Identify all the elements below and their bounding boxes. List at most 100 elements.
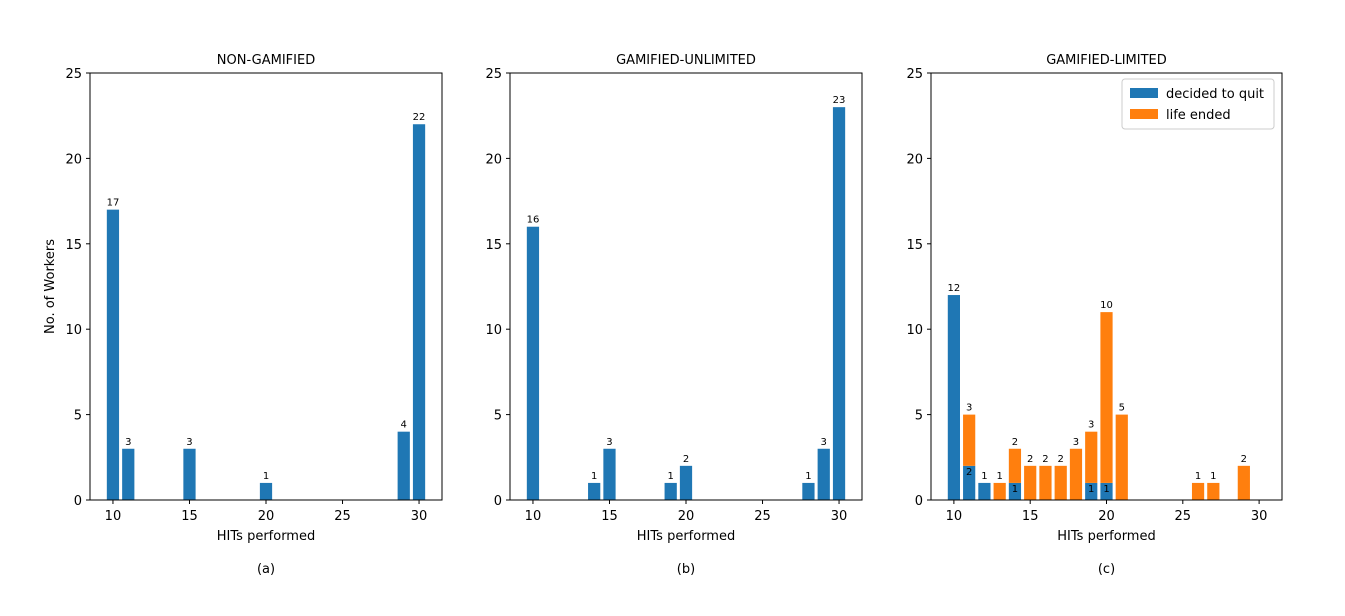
y-tick-label: 5 (74, 409, 82, 424)
legend-swatch (1130, 109, 1158, 119)
legend-box (1121, 78, 1275, 130)
legend-swatch (1130, 88, 1158, 98)
x-tick-label: 25 (334, 509, 351, 524)
panel-caption: (a) (257, 562, 275, 577)
panel-caption: (c) (1098, 562, 1115, 577)
bar (993, 482, 1006, 500)
bar-value-label: 3 (1073, 437, 1079, 448)
bar (122, 448, 135, 500)
x-tick-label: 15 (181, 509, 198, 524)
x-tick-label: 20 (258, 509, 275, 524)
bar (664, 482, 677, 500)
bar (1069, 448, 1083, 500)
bar (963, 465, 976, 500)
bar-value-label: 4 (401, 420, 407, 431)
y-tick-label: 20 (65, 152, 82, 167)
bar-value-label: 2 (1058, 454, 1064, 465)
y-tick-label: 25 (485, 67, 502, 82)
x-axis-label: HITs performed (637, 529, 735, 544)
bar-value-label: 1 (996, 471, 1002, 482)
bar-value-label: 2 (1241, 454, 1247, 465)
y-axis: 0 5 10 15 20 25 (65, 67, 90, 509)
bar-value-label: 1 (263, 471, 269, 482)
y-tick-label: 10 (906, 323, 923, 338)
bar (1207, 482, 1220, 500)
x-axis: 10 15 20 25 30 (946, 500, 1268, 524)
bar (1008, 448, 1022, 483)
bar (1100, 312, 1113, 483)
bar-value-label: 1 (1195, 471, 1201, 482)
bar (588, 482, 601, 500)
axes-frame (509, 72, 863, 501)
y-tick-label: 10 (485, 323, 502, 338)
legend-label: life ended (1166, 108, 1231, 123)
bar-value-label: 10 (1100, 300, 1113, 311)
y-tick-label: 25 (65, 67, 82, 82)
x-tick-label: 15 (1022, 509, 1039, 524)
bar (963, 414, 976, 466)
x-tick-label: 20 (1098, 509, 1115, 524)
bar-value-label: 3 (606, 437, 612, 448)
bar (1100, 482, 1113, 500)
y-tick-label: 0 (494, 494, 502, 509)
y-tick-label: 25 (906, 67, 923, 82)
y-tick-label: 5 (494, 409, 502, 424)
y-tick-label: 15 (485, 238, 502, 253)
bar-value-label: 3 (186, 437, 192, 448)
chart-title: NON-GAMIFIED (217, 53, 315, 68)
bar-value-label: 17 (107, 198, 120, 209)
chart-panel-1: 17 3 3 1 4 22 10 15 20 25 30 0 5 10 15 20 25 NON-GAMIFIED… (43, 53, 443, 577)
bar-value-label: 1 (591, 471, 597, 482)
chart-title: GAMIFIED-UNLIMITED (616, 53, 756, 68)
bar (802, 482, 815, 500)
axes-frame (89, 72, 443, 501)
bar-value-label: 2 (1012, 437, 1018, 448)
y-tick-label: 10 (65, 323, 82, 338)
x-tick-label: 20 (678, 509, 695, 524)
bar-value-label: 1 (1210, 471, 1216, 482)
panel-caption: (b) (677, 562, 695, 577)
y-tick-label: 0 (915, 494, 923, 509)
series-1-bars (106, 124, 426, 501)
y-axis: 0 5 10 15 20 25 (906, 67, 931, 509)
x-tick-label: 30 (831, 509, 848, 524)
y-tick-label: 5 (915, 409, 923, 424)
bar (1085, 482, 1098, 500)
y-tick-label: 0 (74, 494, 82, 509)
bar (1085, 431, 1098, 483)
bar-value-label: 3 (966, 403, 972, 414)
x-axis-label: HITs performed (217, 529, 315, 544)
bar (183, 448, 196, 500)
x-tick-label: 30 (1251, 509, 1268, 524)
bar-value-label: 1 (1103, 484, 1109, 495)
series-1-bars (526, 107, 846, 500)
bar (679, 465, 693, 500)
bar (397, 431, 410, 500)
bar (1039, 465, 1052, 500)
x-axis: 10 15 20 25 30 (105, 500, 427, 524)
bar (526, 226, 540, 500)
bar-value-label: 1 (1088, 484, 1094, 495)
x-tick-label: 10 (946, 509, 963, 524)
bar-value-label: 16 (527, 215, 540, 226)
bar (978, 482, 991, 500)
y-tick-label: 15 (65, 238, 82, 253)
legend-label: decided to quit (1166, 87, 1264, 102)
bar-value-label: 22 (413, 112, 426, 123)
series-1-bars (947, 295, 1113, 500)
bar-value-label: 3 (821, 437, 827, 448)
bar-value-label: 3 (125, 437, 131, 448)
bar-value-label: 2 (1042, 454, 1048, 465)
x-tick-label: 10 (105, 509, 122, 524)
y-tick-label: 15 (906, 238, 923, 253)
bar (106, 209, 120, 500)
bar-value-label: 5 (1119, 403, 1125, 414)
legend: decided to quit life ended (1121, 78, 1275, 130)
x-tick-label: 10 (525, 509, 542, 524)
bar-value-label: 2 (966, 467, 972, 478)
chart-title: GAMIFIED-LIMITED (1046, 53, 1167, 68)
bar (1024, 465, 1037, 500)
